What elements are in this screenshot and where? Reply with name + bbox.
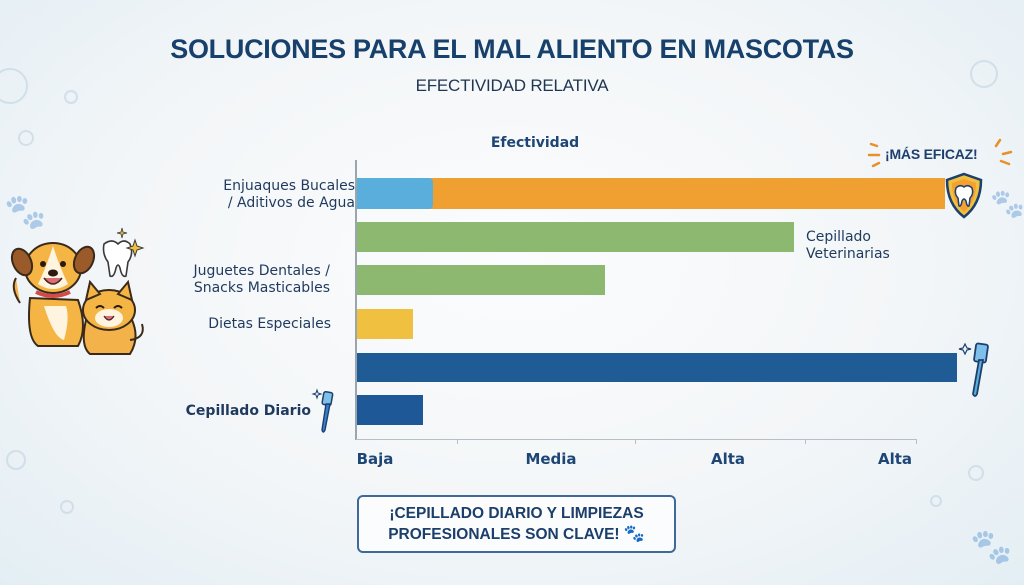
chart-title: SOLUCIONES PARA EL MAL ALIENTO EN MASCOT…	[170, 34, 854, 64]
x-tick-label-alta-max: Alta	[877, 450, 913, 468]
bar-dietas-especiales	[357, 309, 413, 339]
category-label-enjuaques: Enjuaques Bucales / Aditivos de Agua	[150, 178, 355, 212]
x-axis-tick	[457, 439, 458, 444]
category-label-dietas: Dietas Especiales	[150, 316, 331, 333]
bubble-decoration	[18, 130, 34, 146]
paw-background-icon: 🐾	[4, 192, 47, 232]
dog-cat-illustration	[10, 227, 145, 355]
category-label-line: / Aditivos de Agua	[227, 195, 355, 211]
category-label-line: Juguetes Dentales /	[193, 263, 330, 279]
category-label-line: Snacks Masticables	[193, 280, 330, 296]
bubble-decoration	[60, 500, 74, 514]
category-label-juguetes: Juguetes Dentales / Snacks Masticables	[150, 263, 330, 297]
bubble-decoration	[930, 495, 942, 507]
bar-annotation-cepillado-veterinarias: Cepillado Veterinarias	[806, 229, 890, 263]
x-axis-line	[356, 439, 916, 440]
x-tick-label-media: Media	[525, 450, 577, 468]
x-axis-tick	[805, 439, 806, 444]
callout-line-2-text: PROFESIONALES SON CLAVE!	[388, 526, 620, 543]
paw-background-icon: 🐾	[990, 187, 1024, 220]
bar-dark-blue-long	[357, 353, 957, 382]
category-label-line: Cepillado Diario	[185, 403, 311, 419]
paw-icon: 🐾	[623, 524, 645, 543]
bubble-decoration	[970, 60, 998, 88]
callout-line-1: ¡CEPILLADO DIARIO Y LIMPIEZAS	[389, 505, 644, 522]
bubble-decoration	[64, 90, 78, 104]
bar-segment-light-blue	[357, 178, 433, 209]
callout-line-2: PROFESIONALES SON CLAVE! 🐾	[359, 524, 674, 545]
toothbrush-icon	[958, 342, 989, 397]
bubble-decoration	[968, 465, 984, 481]
x-tick-label-baja: Baja	[356, 450, 394, 468]
bar-juguetes-dentales	[357, 265, 605, 295]
x-tick-label-alta: Alta	[710, 450, 746, 468]
badge-sparkle-lines-icon	[867, 138, 1013, 168]
category-label-cepillado-diario: Cepillado Diario	[150, 403, 311, 420]
category-label-line: Enjuaques Bucales	[223, 178, 355, 194]
toothbrush-icon	[311, 388, 334, 433]
x-axis-title: Efectividad	[490, 135, 580, 151]
most-effective-badge: ¡MÁS EFICAZ!	[885, 146, 978, 162]
y-axis-line	[355, 160, 357, 440]
category-label-line: Dietas Especiales	[208, 316, 331, 332]
chart-subtitle: EFECTIVIDAD RELATIVA	[415, 76, 609, 95]
x-axis-tick	[916, 439, 917, 444]
bar-segment-orange	[429, 178, 945, 209]
paw-background-icon: 🐾	[970, 527, 1013, 567]
x-axis-tick	[635, 439, 636, 444]
annotation-line: Cepillado	[806, 229, 871, 245]
annotation-line: Veterinarias	[806, 246, 890, 262]
tooth-shield-icon	[945, 172, 983, 219]
bar-cepillado-diario	[357, 395, 423, 425]
bubble-decoration	[0, 68, 28, 104]
bar-enjuaques-bucales	[357, 178, 945, 209]
key-message-callout: ¡CEPILLADO DIARIO Y LIMPIEZAS PROFESIONA…	[357, 495, 676, 553]
bar-cepillado-veterinarias	[357, 222, 794, 252]
bubble-decoration	[6, 450, 26, 470]
